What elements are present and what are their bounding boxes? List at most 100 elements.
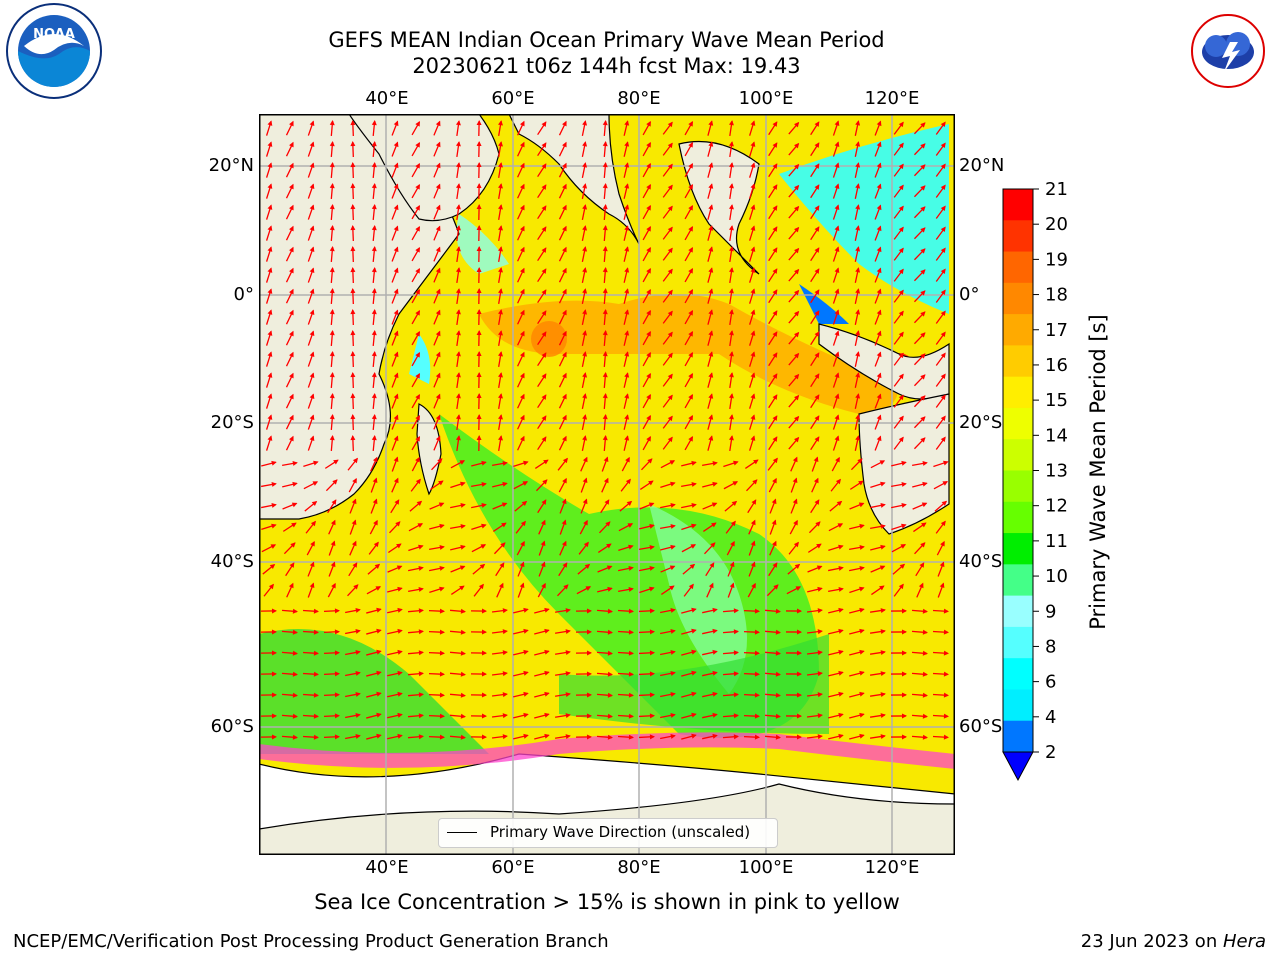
wave-arrow (788, 184, 800, 198)
wave-arrow (265, 225, 273, 241)
wave-arrow (265, 393, 273, 409)
wave-arrow (305, 520, 316, 534)
wave-arrow (329, 204, 335, 221)
wave-arrow (849, 733, 865, 740)
wave-arrow (849, 712, 865, 719)
wave-arrow (516, 540, 525, 556)
wave-arrow (768, 163, 778, 178)
wave-arrow (831, 456, 840, 472)
wave-arrow (764, 608, 781, 614)
wave-arrow (914, 542, 926, 555)
wave-arrow (728, 372, 734, 389)
wave-arrow (433, 162, 441, 178)
wave-arrow (707, 162, 714, 178)
wave-arrow (370, 498, 378, 514)
wave-arrow (285, 414, 294, 430)
wave-arrow (640, 458, 653, 471)
wave-arrow (849, 691, 865, 698)
wave-arrow (874, 225, 882, 241)
wave-arrow (408, 565, 424, 572)
wave-arrow (367, 563, 381, 575)
wave-arrow (450, 502, 466, 509)
wave-arrow (391, 288, 399, 304)
wave-arrow (806, 650, 823, 656)
wave-arrow (281, 608, 298, 614)
wave-arrow (307, 561, 315, 577)
wave-arrow (515, 520, 526, 534)
wave-arrow (681, 460, 697, 467)
wave-arrow (498, 351, 503, 367)
wave-arrow (514, 500, 528, 512)
wave-arrow (455, 183, 461, 200)
wave-arrow (470, 692, 487, 698)
noaa-logo: NOAA (4, 2, 104, 100)
colorbar-tick-label: 9 (1045, 601, 1056, 622)
wave-arrow (788, 394, 800, 408)
wave-arrow (829, 500, 843, 512)
wave-arrow (602, 309, 608, 326)
wave-arrow (348, 477, 357, 493)
wave-arrow (433, 393, 441, 409)
wave-arrow (411, 163, 421, 178)
wave-arrow (537, 436, 547, 451)
wave-arrow (722, 713, 739, 719)
wave-arrow (681, 482, 697, 488)
wave-arrow (407, 650, 424, 656)
wave-arrow (581, 414, 588, 430)
wave-arrow (660, 481, 676, 489)
wave-arrow (913, 522, 927, 533)
wave-arrow (306, 540, 315, 556)
wave-arrow (577, 563, 591, 575)
wave-arrow (350, 435, 356, 452)
wave-arrow (832, 120, 840, 136)
wave-arrow (662, 226, 673, 240)
wave-arrow (935, 415, 946, 429)
wave-arrow (470, 671, 487, 677)
wave-arrow (473, 583, 484, 597)
wave-arrow (409, 500, 423, 512)
wave-arrow (913, 269, 926, 282)
top-lon-label: 80°E (617, 88, 661, 109)
wave-arrow (785, 671, 802, 677)
wave-arrow (476, 330, 482, 347)
wave-arrow (265, 120, 273, 136)
wave-arrow (455, 435, 461, 452)
wave-arrow (746, 479, 758, 492)
wave-arrow (537, 142, 547, 157)
wave-arrow (350, 309, 356, 326)
wave-arrow (285, 288, 294, 304)
colorbar-tick-label: 13 (1045, 461, 1068, 482)
wave-arrow (307, 204, 315, 220)
bottom-lon-label: 80°E (617, 857, 661, 878)
wave-arrow (869, 671, 886, 677)
wave-arrow (450, 585, 465, 595)
wave-arrow (810, 184, 820, 199)
wave-arrow (810, 394, 820, 409)
wave-arrow (806, 671, 823, 677)
wave-arrow (810, 373, 820, 388)
wave-arrow (329, 120, 335, 137)
wave-arrow (517, 561, 525, 577)
wave-arrow (517, 288, 525, 304)
wave-arrow (455, 141, 461, 158)
wave-arrow (517, 435, 525, 451)
wave-arrow (428, 608, 445, 614)
wave-arrow (681, 502, 697, 509)
wave-arrow (470, 629, 487, 635)
wave-arrow (554, 650, 571, 656)
wave-arrow (810, 289, 820, 304)
wave-arrow (366, 586, 382, 595)
wave-arrow (371, 351, 377, 368)
wave-arrow (874, 141, 882, 157)
wave-arrow (285, 372, 294, 388)
wave-arrow (642, 121, 651, 136)
right-lat-label: 60°S (959, 716, 1003, 737)
wave-arrow (684, 289, 694, 304)
wave-arrow (874, 309, 882, 325)
wave-arrow (890, 629, 907, 635)
wave-arrow (261, 482, 277, 488)
wave-arrow (617, 629, 634, 635)
wave-arrow (366, 712, 382, 719)
wave-arrow (811, 456, 819, 472)
wave-arrow (307, 246, 315, 262)
